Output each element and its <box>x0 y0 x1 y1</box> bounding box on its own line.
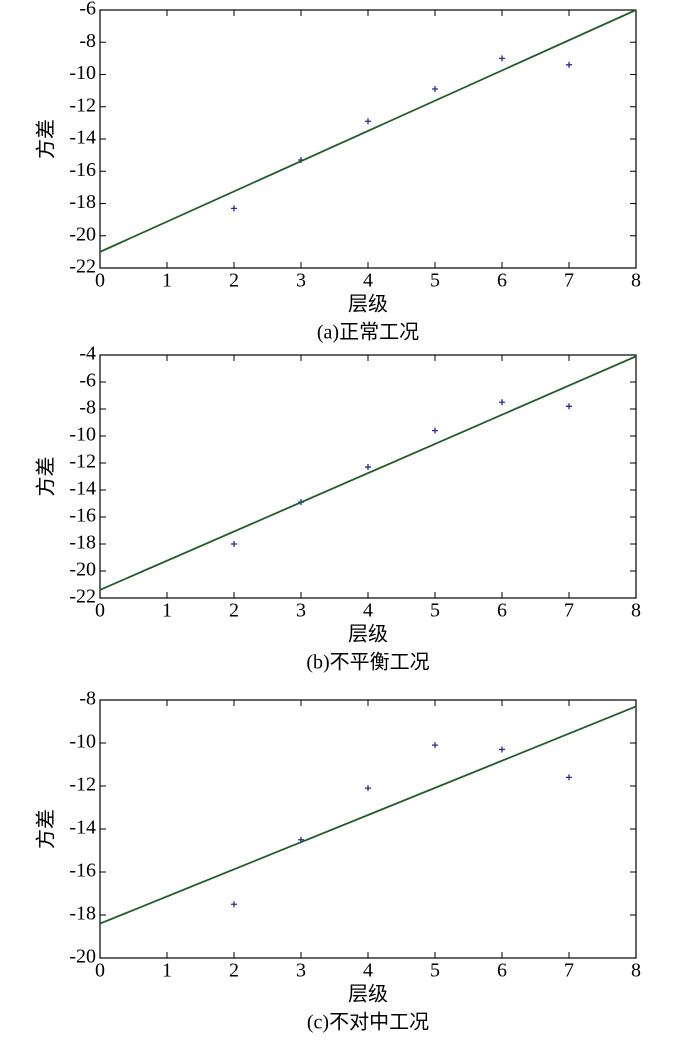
data-point <box>499 399 505 406</box>
y-tick-label: -20 <box>69 223 96 245</box>
y-tick-label: -22 <box>69 586 96 608</box>
y-tick-label: -14 <box>69 478 96 500</box>
x-tick-label: 4 <box>363 270 373 292</box>
y-tick-label: -8 <box>79 30 96 52</box>
y-tick-label: -6 <box>79 0 96 20</box>
x-tick-label: 3 <box>296 960 306 982</box>
x-tick-label: 7 <box>564 960 574 982</box>
data-point <box>499 55 505 62</box>
y-tick-label: -14 <box>69 127 96 149</box>
caption: (a)正常工况 <box>317 321 419 344</box>
fit-line <box>99 705 637 925</box>
x-tick-label: 6 <box>497 270 507 292</box>
fit-line <box>99 355 637 591</box>
x-tick-label: 0 <box>95 270 105 292</box>
x-tick-label: 6 <box>497 600 507 622</box>
y-tick-label: -10 <box>69 424 96 446</box>
y-axis-label: 方差 <box>35 457 58 497</box>
y-tick-label: -12 <box>69 774 96 796</box>
data-point <box>432 427 438 434</box>
x-tick-label: 7 <box>564 270 574 292</box>
data-point <box>365 785 371 792</box>
data-point <box>432 86 438 93</box>
x-tick-label: 2 <box>229 600 239 622</box>
x-tick-label: 2 <box>229 960 239 982</box>
data-point <box>499 746 505 753</box>
y-axis-label: 方差 <box>35 119 58 159</box>
y-tick-label: -8 <box>79 688 96 710</box>
data-point <box>566 61 572 68</box>
x-tick-label: 5 <box>430 270 440 292</box>
y-tick-label: -20 <box>69 559 96 581</box>
x-tick-label: 4 <box>363 600 373 622</box>
y-tick-label: -20 <box>69 946 96 968</box>
y-tick-label: -4 <box>79 343 96 365</box>
y-tick-label: -14 <box>69 817 96 839</box>
x-axis-label: 层级 <box>348 623 388 646</box>
fit-line <box>99 9 637 253</box>
y-tick-label: -10 <box>69 731 96 753</box>
plot-frame <box>99 9 637 269</box>
y-tick-label: -10 <box>69 62 96 84</box>
x-tick-label: 1 <box>162 270 172 292</box>
x-tick-label: 5 <box>430 600 440 622</box>
y-tick-label: -16 <box>69 505 96 527</box>
x-tick-label: 0 <box>95 960 105 982</box>
data-point <box>231 901 237 908</box>
y-tick-label: -8 <box>79 397 96 419</box>
x-tick-label: 7 <box>564 600 574 622</box>
x-tick-label: 2 <box>229 270 239 292</box>
x-tick-label: 8 <box>631 600 641 622</box>
y-tick-label: -12 <box>69 451 96 473</box>
data-point <box>365 464 371 471</box>
x-tick-label: 5 <box>430 960 440 982</box>
y-tick-label: -16 <box>69 159 96 181</box>
data-point <box>231 205 237 212</box>
x-tick-label: 4 <box>363 960 373 982</box>
y-tick-label: -22 <box>69 256 96 278</box>
caption: (c)不对中工况 <box>307 1011 429 1034</box>
caption: (b)不平衡工况 <box>306 651 429 674</box>
x-tick-label: 0 <box>95 600 105 622</box>
y-tick-label: -18 <box>69 903 96 925</box>
data-point <box>566 403 572 410</box>
x-tick-label: 1 <box>162 960 172 982</box>
y-tick-label: -12 <box>69 94 96 116</box>
y-tick-label: -16 <box>69 860 96 882</box>
x-tick-label: 3 <box>296 600 306 622</box>
x-tick-label: 6 <box>497 960 507 982</box>
x-tick-label: 1 <box>162 600 172 622</box>
x-axis-label: 层级 <box>348 293 388 316</box>
data-point <box>432 742 438 749</box>
data-point <box>365 118 371 125</box>
y-axis-label: 方差 <box>35 809 58 849</box>
x-axis-label: 层级 <box>348 983 388 1006</box>
data-point <box>566 774 572 781</box>
y-tick-label: -18 <box>69 532 96 554</box>
data-point <box>231 541 237 547</box>
x-tick-label: 8 <box>631 270 641 292</box>
x-tick-label: 3 <box>296 270 306 292</box>
y-tick-label: -6 <box>79 370 96 392</box>
y-tick-label: -18 <box>69 191 96 213</box>
x-tick-label: 8 <box>631 960 641 982</box>
